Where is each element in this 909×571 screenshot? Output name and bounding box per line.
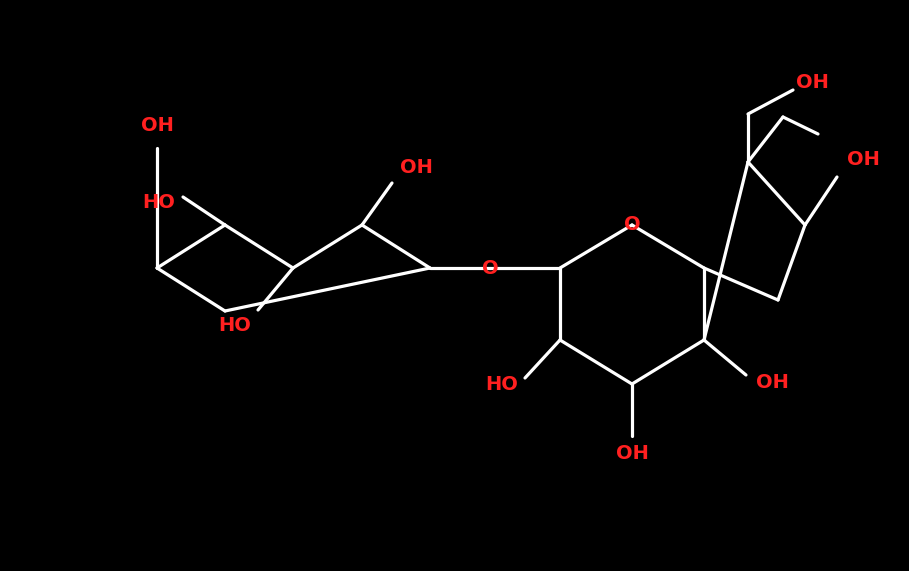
Text: OH: OH (615, 444, 648, 463)
Text: OH: OH (141, 116, 174, 135)
Text: OH: OH (796, 73, 829, 91)
Text: OH: OH (847, 150, 880, 169)
Text: O: O (482, 259, 498, 278)
Text: HO: HO (485, 376, 518, 395)
Text: O: O (624, 215, 640, 235)
Text: HO: HO (142, 194, 175, 212)
Text: OH: OH (756, 372, 789, 392)
Text: OH: OH (400, 158, 433, 177)
Text: HO: HO (218, 316, 251, 335)
